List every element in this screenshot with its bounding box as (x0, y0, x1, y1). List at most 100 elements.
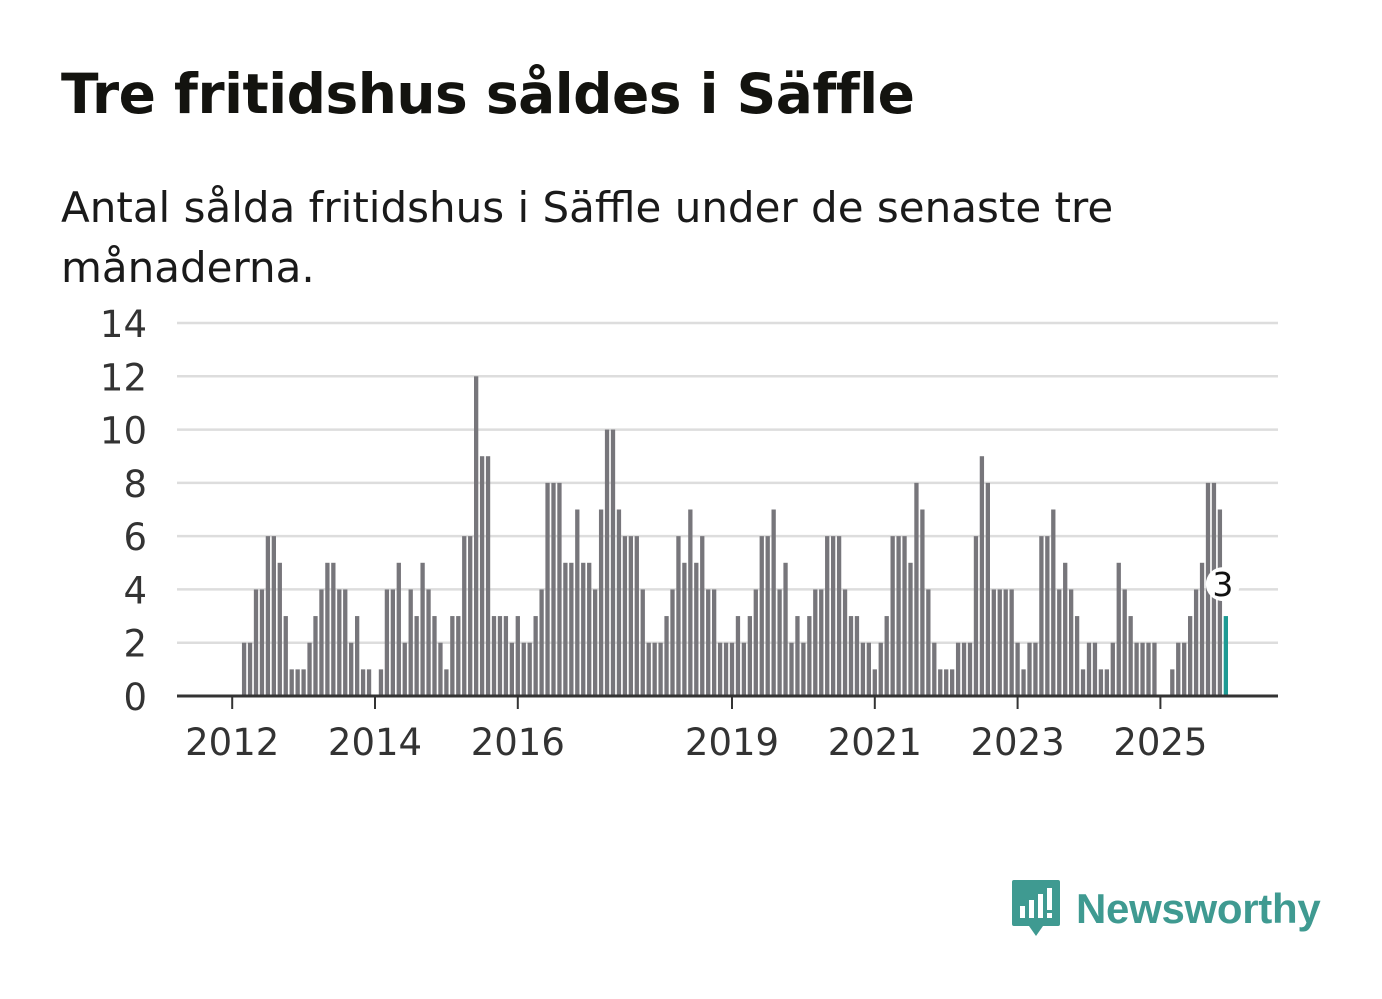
bar (759, 536, 764, 696)
x-tick-label: 2021 (828, 721, 922, 764)
bar (539, 589, 544, 696)
bar (1199, 562, 1205, 696)
bar (1015, 642, 1020, 696)
bar (259, 589, 265, 696)
bar (836, 536, 842, 696)
bar (408, 589, 413, 696)
bar (1217, 509, 1223, 696)
bar (1193, 589, 1199, 696)
bar (563, 562, 568, 696)
bar (319, 589, 324, 696)
bar (438, 642, 443, 696)
bar (955, 642, 961, 696)
bar (842, 589, 848, 696)
bar (1080, 669, 1086, 696)
bar (604, 429, 610, 696)
bar (747, 616, 752, 696)
bar (652, 642, 657, 696)
bar (301, 669, 306, 696)
bar (1122, 589, 1127, 696)
bar (1033, 642, 1038, 696)
bar (598, 509, 604, 696)
bar (360, 669, 366, 696)
bar (676, 536, 681, 696)
bar (991, 589, 996, 696)
bar (694, 562, 699, 696)
bar (872, 669, 877, 696)
bar (1098, 669, 1104, 696)
bar (551, 482, 556, 696)
bar (658, 642, 663, 696)
bar (944, 669, 949, 696)
highlight-bar (1223, 616, 1228, 696)
bar (1057, 589, 1062, 696)
bar (432, 616, 437, 696)
bar (593, 589, 598, 696)
bar (420, 562, 425, 696)
bar (271, 536, 276, 696)
bar (265, 536, 271, 696)
bar (277, 562, 282, 696)
bar (468, 536, 473, 696)
y-tick-label: 12 (100, 356, 147, 399)
bar (670, 589, 675, 696)
bar (866, 642, 871, 696)
x-tick-label: 2019 (685, 721, 779, 764)
bar (533, 616, 538, 696)
x-tick-label: 2016 (471, 721, 565, 764)
bar (831, 536, 836, 696)
bar (575, 509, 580, 696)
bar (414, 616, 419, 696)
bar (384, 589, 390, 696)
bar (896, 536, 901, 696)
bar (1051, 509, 1056, 696)
bar (456, 616, 461, 696)
bar (860, 642, 866, 696)
y-tick-label: 4 (123, 569, 147, 612)
bar (1003, 589, 1008, 696)
bar (985, 482, 990, 696)
bar (1110, 642, 1115, 696)
bar-chart: 0 2 4 6 8 10 12 14 2012 2014 2016 2019 2021 2023 2025… (100, 303, 1278, 764)
bar (491, 616, 497, 696)
bar (337, 589, 342, 696)
bar (396, 562, 401, 696)
bar (515, 616, 520, 696)
bar (253, 589, 259, 696)
bar (729, 642, 735, 696)
bar (1045, 536, 1050, 696)
bar (979, 456, 985, 696)
bar (1176, 642, 1181, 696)
bar (307, 642, 312, 696)
x-axis-labels: 2012 2014 2016 2019 2021 2023 2025 (185, 696, 1207, 764)
bar (378, 669, 384, 696)
y-tick-label: 10 (100, 410, 147, 453)
bar (569, 562, 574, 696)
bar (848, 616, 854, 696)
bar (807, 616, 812, 696)
bar (1146, 642, 1151, 696)
bar (521, 642, 526, 696)
bar (795, 616, 800, 696)
bar (932, 642, 937, 696)
bar (783, 562, 788, 696)
bar (819, 589, 824, 696)
bar (1069, 589, 1074, 696)
newsworthy-brand: Newsworthy (1010, 878, 1321, 940)
grid-layer (177, 321, 1278, 644)
bar (622, 536, 628, 696)
bar (479, 456, 485, 696)
bar (462, 536, 467, 696)
bar (325, 562, 330, 696)
bar (771, 509, 776, 696)
bar (825, 536, 830, 696)
bar (283, 616, 288, 696)
chart-subtitle: Antal sålda fritidshus i Säffle under de… (61, 183, 1114, 292)
bar (1027, 642, 1032, 696)
brand-name: Newsworthy (1076, 885, 1321, 932)
bar (581, 562, 586, 696)
bar (646, 642, 651, 696)
bar (741, 642, 747, 696)
x-tick-label: 2025 (1113, 721, 1207, 764)
bar (509, 642, 514, 696)
